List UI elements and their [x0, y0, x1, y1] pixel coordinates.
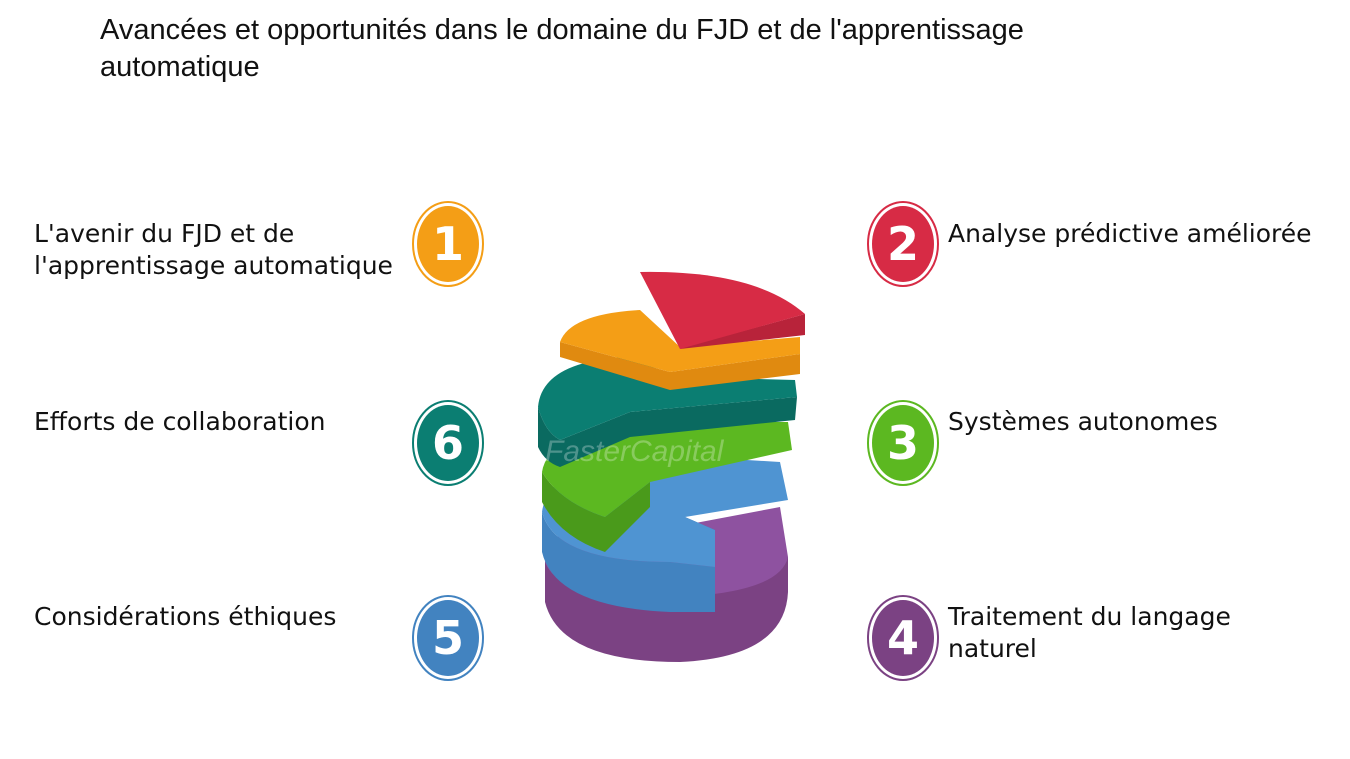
item-label-5: Considérations éthiques — [34, 602, 337, 631]
stacked-pie-cylinder-icon — [530, 262, 815, 672]
badge-1: 1 — [411, 200, 485, 288]
badge-5: 5 — [411, 594, 485, 682]
badge-2: 2 — [866, 200, 940, 288]
layer-3-side — [542, 472, 650, 552]
layer-1-top — [560, 310, 800, 372]
badge-number-2: 2 — [887, 217, 919, 271]
item-label-6: Efforts de collaboration — [34, 407, 326, 436]
page-title: Avancées et opportunités dans le domaine… — [100, 14, 1024, 83]
badge-4: 4 — [866, 594, 940, 682]
layer-6-side — [538, 397, 797, 467]
badge-6: 6 — [411, 399, 485, 487]
badge-number-1: 1 — [432, 217, 464, 271]
item-label-3: Systèmes autonomes — [948, 407, 1218, 436]
item-label-4: Traitement du langage naturel — [948, 602, 1231, 663]
layer-5-side — [542, 512, 715, 612]
layer-2-top — [640, 271, 805, 349]
layer-1-side — [560, 342, 800, 390]
item-label-1: L'avenir du FJD et de l'apprentissage au… — [34, 219, 393, 280]
badge-number-5: 5 — [432, 611, 464, 665]
layer-6-top — [538, 357, 797, 440]
badge-3: 3 — [866, 399, 940, 487]
badge-number-4: 4 — [887, 611, 919, 665]
badge-number-6: 6 — [432, 416, 464, 470]
badge-number-3: 3 — [887, 416, 919, 470]
item-label-2: Analyse prédictive améliorée — [948, 219, 1312, 248]
